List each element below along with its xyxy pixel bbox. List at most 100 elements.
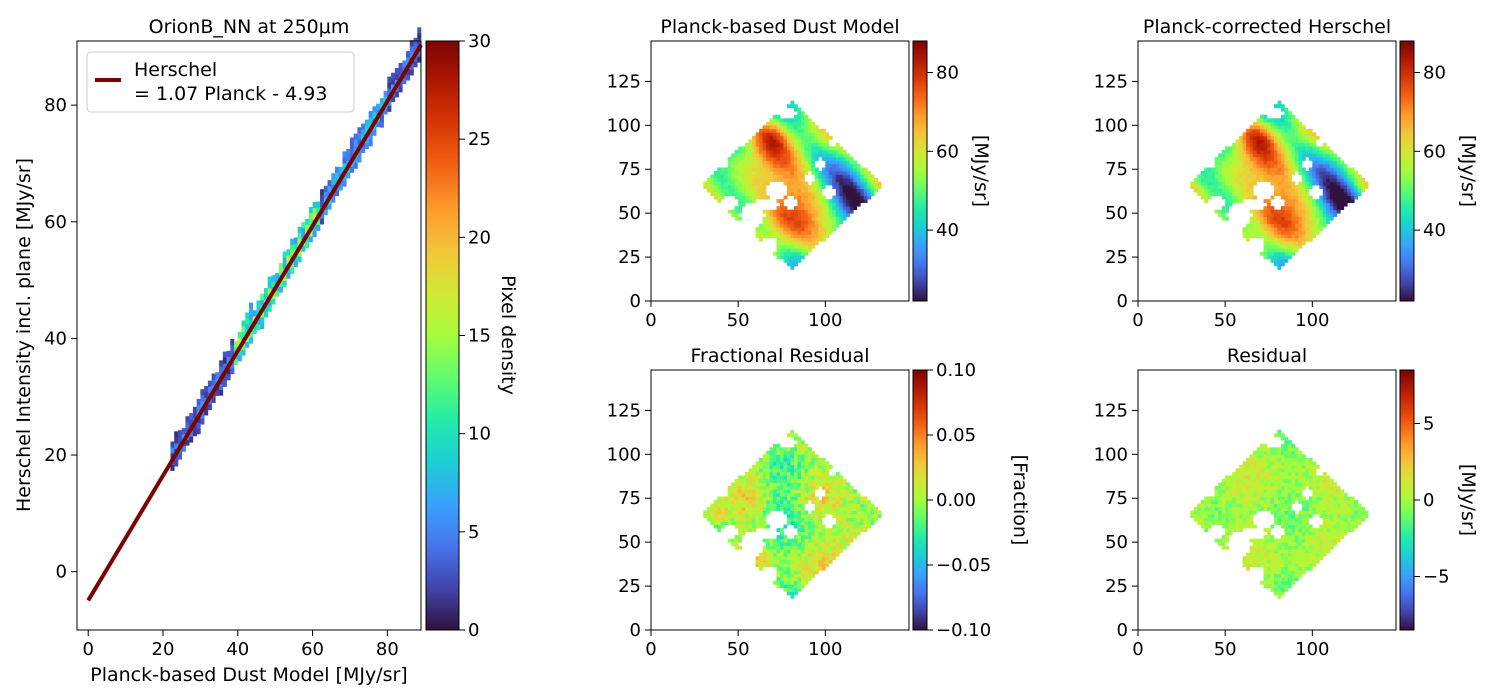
map-cell: [1315, 174, 1320, 179]
map-cell: [776, 230, 781, 235]
map-cell: [818, 464, 823, 469]
map-cell: [839, 489, 844, 494]
density-cell: [185, 439, 190, 446]
map-cell: [1280, 468, 1285, 473]
map-cell: [1329, 195, 1334, 200]
map-cell: [1239, 478, 1243, 483]
map-cell: [1235, 167, 1240, 172]
density-cell: [204, 386, 209, 393]
map-cell: [1354, 510, 1359, 515]
map-cell: [842, 482, 847, 487]
map-cell: [1204, 188, 1209, 193]
map-cell: [1312, 142, 1317, 147]
map-cell: [710, 174, 715, 179]
map-cell: [790, 552, 795, 557]
map-cell: [804, 244, 809, 249]
map-cell: [807, 248, 812, 253]
map-cell: [1298, 244, 1303, 249]
map-cell: [1263, 584, 1268, 589]
map-cell: [1301, 538, 1306, 543]
map-cell: [1267, 475, 1271, 480]
map-cell: [832, 178, 837, 182]
map-cell: [783, 216, 788, 221]
map-cell: [846, 209, 851, 214]
map-cell: [783, 132, 788, 137]
map-cell: [1340, 171, 1345, 175]
map-cell: [1218, 156, 1223, 161]
map-cell: [807, 538, 812, 543]
map-cell: [734, 510, 739, 515]
map-cell: [1246, 237, 1250, 242]
map-cell: [790, 258, 795, 263]
density-cell: [174, 460, 179, 467]
map-cell: [790, 503, 795, 508]
map-cell: [1301, 202, 1306, 207]
map-cell: [825, 213, 830, 218]
map-cell: [745, 475, 750, 480]
map-cell: [1270, 556, 1275, 561]
map-cell: [706, 514, 711, 518]
map-cell: [1280, 549, 1285, 554]
map-cell: [1221, 514, 1226, 518]
map-cell: [1287, 489, 1292, 494]
map-cell: [1287, 149, 1292, 154]
map-cell: [800, 563, 805, 568]
map-cell: [1249, 135, 1254, 140]
map-cell: [1333, 538, 1338, 543]
map-cell: [800, 195, 805, 200]
map-cell: [773, 482, 777, 487]
map-cell: [734, 521, 739, 525]
map-cell: [717, 521, 722, 525]
map-cell: [1277, 163, 1282, 168]
map-cell: [1340, 500, 1345, 504]
map-cell: [1322, 489, 1327, 494]
map-cell: [811, 559, 816, 564]
map-cell: [793, 244, 798, 249]
density-cell: [177, 430, 182, 437]
map-cell: [800, 216, 805, 221]
map-cell: [776, 237, 781, 242]
map-cell: [832, 524, 837, 529]
map-cell: [738, 181, 743, 186]
density-cell: [413, 55, 418, 62]
density-cell: [312, 225, 317, 232]
map-cell: [856, 514, 861, 518]
map-cell: [1287, 521, 1292, 525]
map-cell: [1260, 482, 1264, 487]
map-cell: [773, 485, 777, 490]
density-cell: [200, 389, 205, 396]
map-cell: [825, 496, 830, 501]
map-cell: [1239, 524, 1243, 529]
map-cell: [1270, 118, 1275, 123]
map-cell: [1249, 545, 1254, 550]
map-cell: [786, 241, 791, 246]
map-cell: [1301, 517, 1306, 522]
map-cell: [1280, 489, 1285, 494]
map-cell: [828, 156, 833, 161]
map-cell: [1197, 178, 1202, 182]
map-cell: [1308, 149, 1313, 154]
map-cell: [776, 132, 781, 137]
map-cell: [1284, 514, 1289, 518]
map-cell: [1301, 156, 1306, 161]
map-cell: [762, 188, 767, 193]
map-cell: [1277, 517, 1282, 522]
map-cell: [766, 234, 770, 239]
map-cell: [828, 507, 833, 511]
density-cell: [196, 428, 201, 435]
map-cell: [832, 160, 837, 165]
map-cell: [1280, 475, 1285, 480]
map-cell: [745, 146, 750, 151]
map-cell: [1253, 181, 1257, 186]
map-cell: [1270, 584, 1275, 589]
map-cell: [1322, 496, 1327, 501]
density-cell: [342, 157, 347, 164]
map-cell: [825, 160, 830, 165]
map-cell: [1284, 255, 1289, 260]
map-cell: [766, 139, 770, 144]
map-cell: [849, 171, 854, 175]
map-cell: [825, 552, 830, 557]
map-cell: [1228, 199, 1233, 204]
map-cell: [849, 181, 854, 186]
map-cell: [807, 199, 812, 204]
